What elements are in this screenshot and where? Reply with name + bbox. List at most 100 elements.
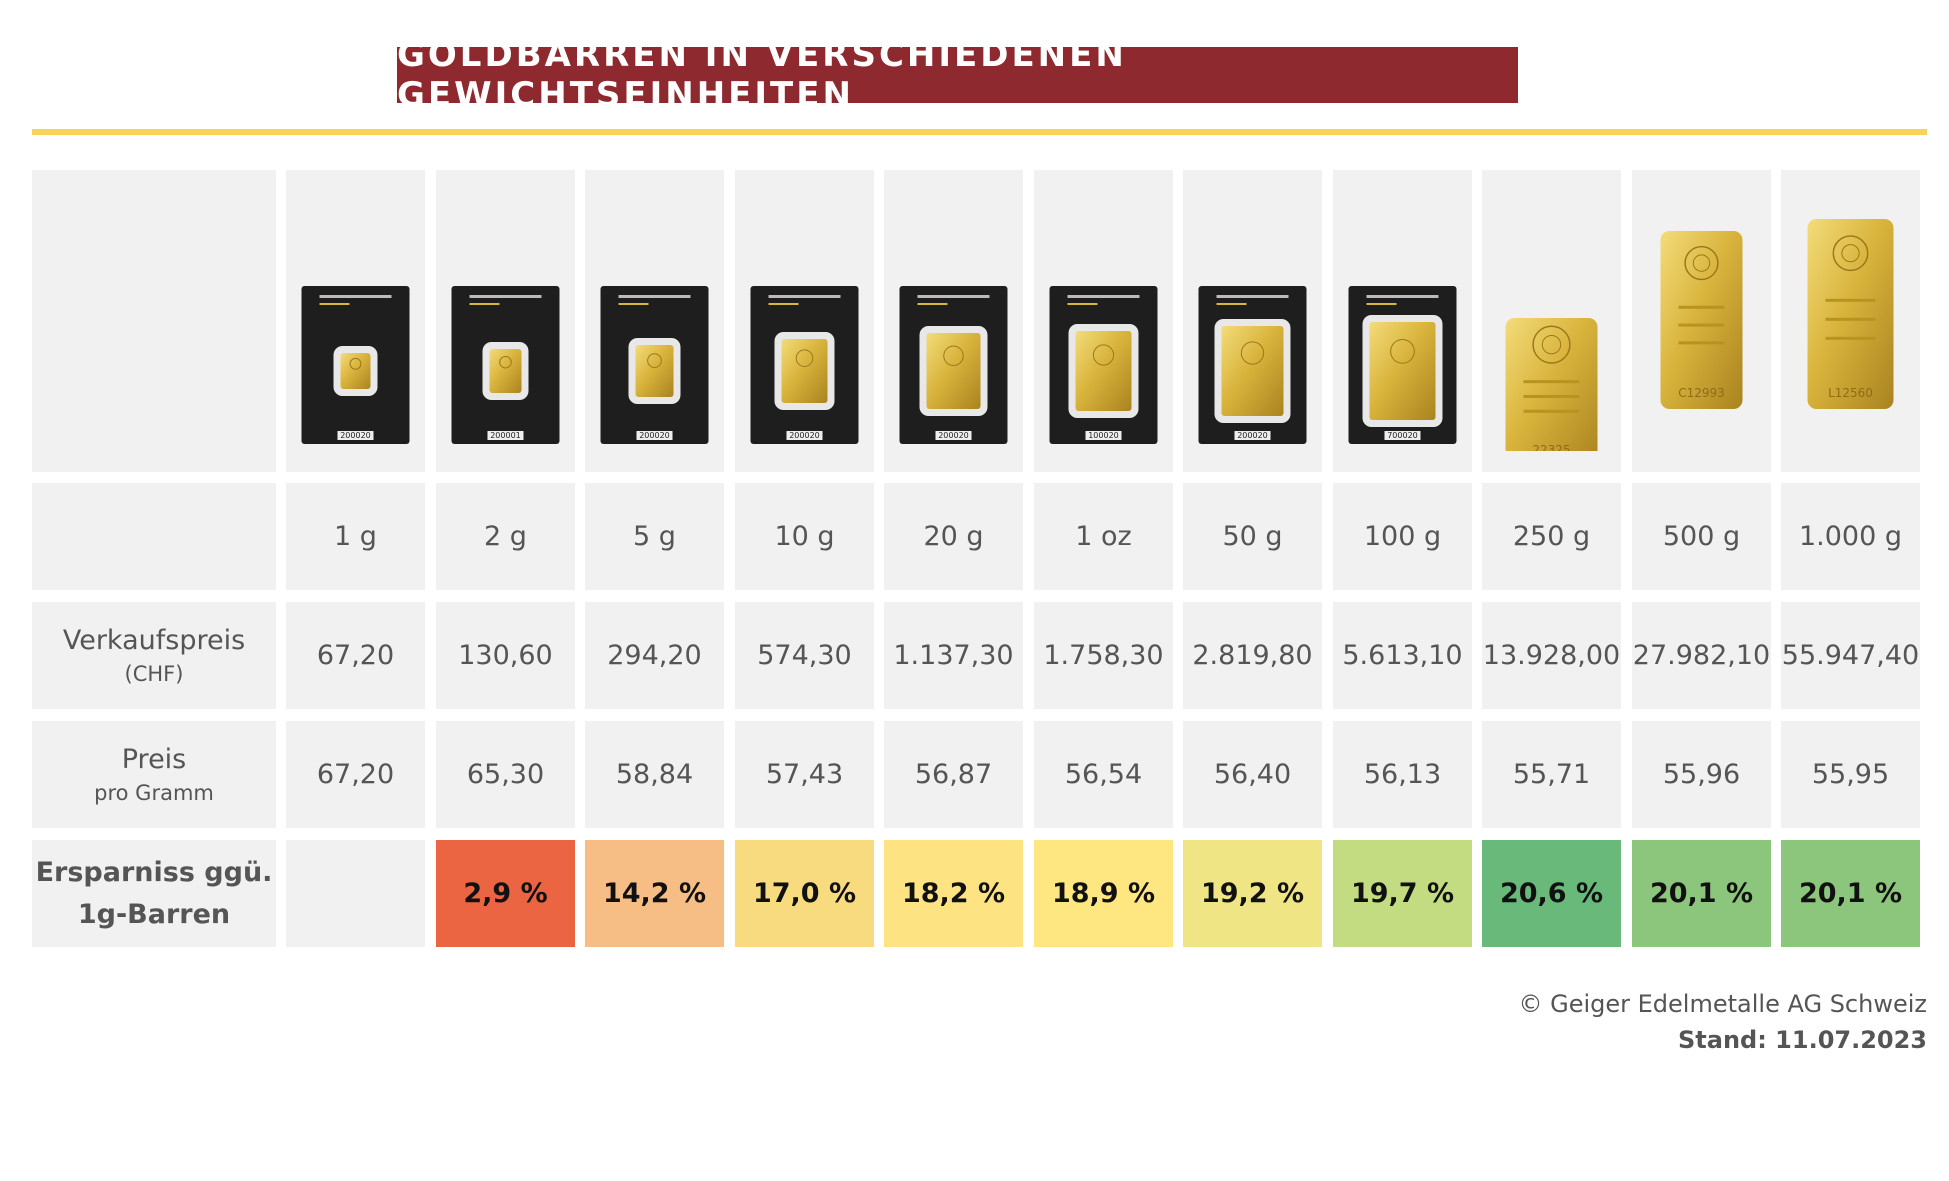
gold-bar-image: 200020 [899, 286, 1008, 444]
bar-image-cell: 200020 [735, 170, 874, 472]
verkaufspreis-cell: 294,20 [585, 602, 724, 709]
serial-label [935, 431, 972, 440]
weight-cell: 20 g [884, 483, 1023, 590]
card-brand-mark [319, 295, 392, 298]
bar-logo [499, 355, 512, 369]
page-title: GOLDBARREN IN VERSCHIEDENEN GEWICHTSEINH… [397, 35, 1518, 115]
weight-label: 50 g [1222, 521, 1283, 552]
preis-pro-gramm-cell: 55,71 [1482, 721, 1621, 828]
bar-logo-inner [1841, 244, 1860, 263]
bar-logo [1240, 341, 1265, 365]
ersparnis-value: 18,9 % [1051, 878, 1156, 909]
weight-row-label-cell [32, 483, 276, 590]
verkaufspreis-value: 1.758,30 [1043, 640, 1164, 671]
cast-gold-bar [1660, 231, 1743, 409]
bar-logo [1532, 325, 1571, 364]
gold-bar-image: 200020 [1198, 286, 1307, 444]
weight-label: 500 g [1662, 521, 1741, 552]
verkaufspreis-value: 27.982,10 [1632, 640, 1771, 671]
preis-pro-gramm-value: 55,71 [1512, 759, 1591, 790]
bar-stamp-line [1825, 317, 1876, 321]
gold-bar-image: 200001 [451, 286, 560, 444]
ersparnis-label-line1: Ersparniss ggü. [35, 856, 273, 888]
preis-pro-gramm-cell: 56,54 [1034, 721, 1173, 828]
ersparnis-label-line2: 1g-Barren [77, 898, 231, 930]
ersparnis-value: 20,1 % [1798, 878, 1903, 909]
preis-pro-gramm-label: Preis pro Gramm [32, 721, 276, 828]
bar-image-cell: 100020 [1034, 170, 1173, 472]
ersparnis-cell: 19,7 % [1333, 840, 1472, 947]
card-accent-line [1366, 303, 1397, 305]
weight-label: 250 g [1512, 521, 1591, 552]
preis-pro-gramm-value: 67,20 [316, 759, 395, 790]
preis-pro-gramm-value: 55,95 [1811, 759, 1890, 790]
gold-bar [1221, 326, 1284, 416]
preis-pro-gramm-cell: 58,84 [585, 721, 724, 828]
verkaufspreis-cell: 5.613,10 [1333, 602, 1472, 709]
bar-logo [647, 353, 662, 368]
preis-pro-gramm-cell: 56,87 [884, 721, 1023, 828]
bar-stamp-line [1678, 323, 1725, 327]
preis-pro-gramm-value: 57,43 [765, 759, 844, 790]
ersparnis-cell: 18,9 % [1034, 840, 1173, 947]
serial-number: 200001 [490, 431, 521, 440]
preis-pro-gramm-value: 56,87 [914, 759, 993, 790]
gold-bar-image: 200020 [600, 286, 709, 444]
gold-bar [1369, 322, 1436, 420]
serial-number: 200020 [789, 431, 820, 440]
verkaufspreis-cell: 55.947,40 [1781, 602, 1920, 709]
verkaufspreis-cell: 13.928,00 [1482, 602, 1621, 709]
bar-stamp-line [1825, 298, 1876, 302]
serial-label [1085, 431, 1122, 440]
title-divider [32, 129, 1927, 135]
weight-cell: 2 g [436, 483, 575, 590]
preis-pro-gramm-value: 58,84 [615, 759, 694, 790]
serial-label [337, 431, 374, 440]
copyright-text: © Geiger Edelmetalle AG Schweiz [1518, 990, 1927, 1018]
preis-pro-gramm-cell: 56,40 [1183, 721, 1322, 828]
verkaufspreis-value: 13.928,00 [1482, 640, 1621, 671]
serial-number: 100020 [1088, 431, 1119, 440]
ersparnis-value: 18,2 % [901, 878, 1006, 909]
bar-image-cell: 700020 [1333, 170, 1472, 472]
bar-logo [1684, 245, 1719, 281]
preis-pro-gramm-value: 56,54 [1064, 759, 1143, 790]
verkaufspreis-value: 574,30 [757, 640, 852, 671]
ersparnis-value: 17,0 % [752, 878, 857, 909]
verkaufspreis-cell: 130,60 [436, 602, 575, 709]
bar-image-cell: 22325 [1482, 170, 1621, 472]
weight-label: 10 g [774, 521, 835, 552]
verkaufspreis-value: 1.137,30 [893, 640, 1014, 671]
weight-cell: 500 g [1632, 483, 1771, 590]
serial-label [636, 431, 673, 440]
verkaufspreis-cell: 27.982,10 [1632, 602, 1771, 709]
preis-pro-gramm-cell: 56,13 [1333, 721, 1472, 828]
verkaufspreis-label: Verkaufspreis (CHF) [32, 602, 276, 709]
preis-pro-gramm-cell: 55,96 [1632, 721, 1771, 828]
bar-logo [943, 345, 964, 367]
preis-pro-gramm-value: 55,96 [1662, 759, 1741, 790]
ersparnis-cell [286, 840, 425, 947]
bar-image-cell: C12993 [1632, 170, 1771, 472]
weight-label: 1 oz [1075, 521, 1132, 552]
card-brand-mark [768, 295, 841, 298]
weight-cell: 10 g [735, 483, 874, 590]
gold-bar-image: 100020 [1049, 286, 1158, 444]
serial-number: 200020 [340, 431, 371, 440]
serial-label [487, 431, 524, 440]
serial-number: C12993 [1678, 386, 1725, 400]
serial-number: 22325 [1532, 443, 1570, 451]
serial-number: L12560 [1828, 386, 1873, 400]
serial-number: 200020 [1237, 431, 1268, 440]
verkaufspreis-cell: 1.758,30 [1034, 602, 1173, 709]
bar-stamp-line [1523, 409, 1580, 413]
verkaufspreis-value: 294,20 [607, 640, 702, 671]
image-row-label-cell [32, 170, 276, 472]
bar-image-cell: 200020 [1183, 170, 1322, 472]
card-brand-mark [917, 295, 990, 298]
ersparnis-value: 19,7 % [1350, 878, 1455, 909]
gold-bar [926, 333, 981, 409]
card-brand-mark [1216, 295, 1289, 298]
stand-date: Stand: 11.07.2023 [1678, 1026, 1927, 1054]
weight-cell: 5 g [585, 483, 724, 590]
